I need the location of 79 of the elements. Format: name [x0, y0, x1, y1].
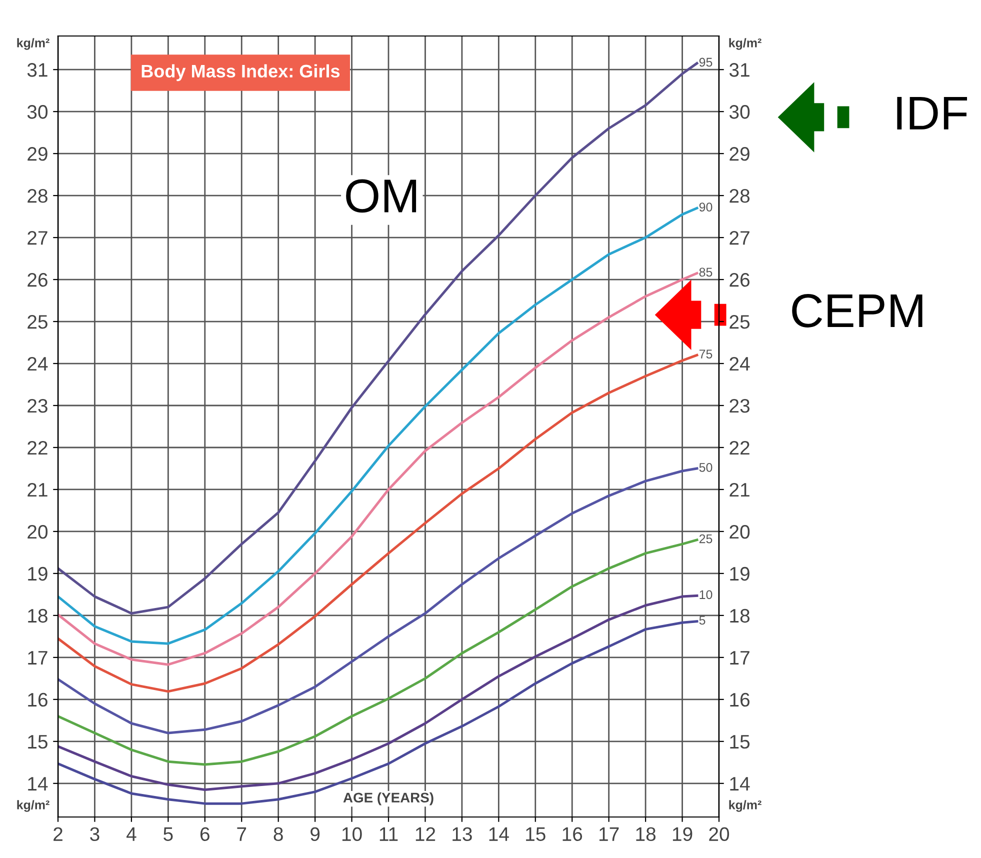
y-tick-label: 26: [28, 273, 48, 287]
y2-tick-label: 20: [730, 524, 750, 539]
x-tick-label: 2: [54, 827, 62, 841]
y-tick-label: 30: [27, 105, 48, 119]
series-label: 90: [699, 202, 712, 212]
y-tick-label: 18: [28, 608, 48, 623]
series-label: 10: [700, 590, 712, 600]
y-axis-title: kg/m²: [17, 38, 50, 50]
y2-tick-label: 27: [730, 231, 750, 245]
x-tick-label: 11: [380, 827, 398, 841]
series-label: 25: [699, 534, 712, 544]
x-tick-label: 12: [416, 827, 436, 841]
y2-tick-label: 22: [730, 440, 750, 455]
y-tick-label: 16: [28, 692, 48, 707]
y2-tick-label: 15: [730, 735, 750, 749]
x-tick-label: 3: [90, 827, 100, 842]
y2-tick-label: 28: [730, 189, 750, 203]
line-series: [58, 354, 698, 693]
y2-axis-title: kg/m²: [729, 38, 762, 50]
line-series: [58, 594, 698, 791]
x-tick-label: 6: [200, 827, 210, 842]
y-tick-label: 23: [28, 398, 48, 413]
y-tick-label: 31: [27, 63, 48, 77]
x-tick-label: 8: [274, 827, 283, 842]
x-tick-label: 7: [237, 827, 246, 841]
y2-tick-label: 31: [729, 63, 750, 77]
x-axis-title: AGE (YEARS): [343, 792, 434, 806]
x-tick-label: 19: [672, 827, 692, 842]
y-tick-label: 15: [28, 735, 48, 749]
y2-tick-label: 23: [730, 398, 750, 413]
y-tick-label: 20: [28, 524, 48, 539]
y2-tick-label: 24: [730, 356, 750, 371]
text: Body Mass Index: Girls: [142, 64, 340, 82]
x-tick-label: 13: [452, 827, 472, 842]
x-tick-label: 5: [164, 827, 173, 842]
x-tick-label: 15: [526, 827, 546, 842]
x-tick-label: 10: [342, 827, 362, 842]
x-tick-label: 18: [636, 827, 656, 842]
series-label: 75: [699, 350, 712, 358]
text: kg/m²: [17, 800, 50, 812]
line-series: [58, 62, 698, 615]
line-series: [58, 620, 698, 805]
line-series: [58, 467, 698, 734]
y2-tick-label: 21: [730, 482, 750, 497]
y2-tick-label: 30: [729, 105, 750, 119]
series-label: 95: [699, 58, 712, 67]
x-tick-label: 9: [310, 827, 320, 842]
y-tick-label: 28: [28, 189, 48, 203]
y-tick-label: 19: [28, 566, 48, 581]
y2-tick-label: 25: [730, 314, 750, 329]
text: kg/m²: [729, 800, 762, 812]
y-tick-label: 25: [28, 314, 48, 329]
x-tick-label: 14: [489, 827, 509, 841]
y-tick-label: 21: [28, 482, 48, 497]
y2-tick-label: 14: [730, 777, 750, 790]
series-label: 50: [699, 462, 712, 472]
y-tick-label: 29: [28, 147, 48, 161]
line-series: [58, 272, 698, 666]
annotation: OM: [346, 179, 416, 213]
y2-tick-label: 17: [730, 651, 750, 664]
text: IDF: [897, 96, 968, 130]
y2-tick-label: 29: [730, 147, 750, 161]
y-tick-label: 17: [28, 651, 48, 664]
x-tick-label: 17: [600, 827, 619, 841]
series-label: 85: [699, 268, 712, 277]
series-label: 5: [699, 616, 706, 625]
y-tick-label: 27: [28, 231, 48, 245]
text: CEPM: [792, 294, 922, 328]
y-tick-label: 14: [28, 777, 48, 790]
y2-tick-label: 19: [730, 566, 750, 581]
line-series: [58, 538, 698, 766]
y-tick-label: 22: [28, 440, 48, 455]
y2-tick-label: 26: [730, 273, 750, 287]
x-tick-label: 4: [126, 827, 136, 841]
y-tick-label: 24: [28, 356, 48, 371]
x-tick-label: 20: [709, 827, 730, 842]
x-tick-label: 16: [562, 827, 582, 842]
y2-tick-label: 18: [730, 608, 750, 623]
y2-tick-label: 16: [730, 692, 750, 707]
